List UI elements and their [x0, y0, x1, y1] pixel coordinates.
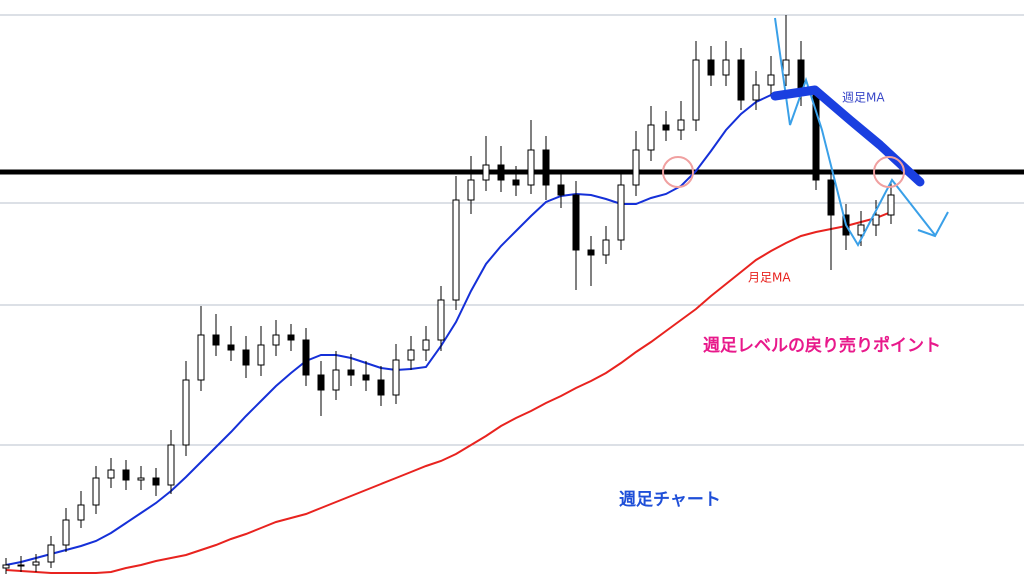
candle-body	[467, 179, 475, 201]
candle-body	[137, 477, 145, 481]
candle-body	[527, 149, 535, 186]
candle-body	[107, 469, 115, 479]
candle-body	[317, 374, 325, 391]
candle-body	[767, 74, 775, 86]
candle-body	[782, 59, 790, 76]
candle-body	[227, 344, 235, 351]
candle-body	[212, 334, 220, 346]
candle-body	[77, 504, 85, 521]
candle-body	[512, 179, 520, 186]
candle-body	[587, 249, 595, 256]
candle-body	[182, 379, 190, 446]
ma-label: 月足MA	[748, 271, 791, 285]
candle-body	[272, 334, 280, 346]
candle-body	[2, 564, 10, 569]
candle-body	[452, 199, 460, 301]
trend-zigzag	[774, 17, 936, 248]
candle-body	[647, 124, 655, 151]
candle-body	[827, 179, 835, 216]
candle-body	[362, 374, 370, 381]
candle-body	[377, 379, 385, 396]
candle-body	[167, 444, 175, 486]
candle-body	[707, 59, 715, 76]
candle-body	[722, 59, 730, 76]
candle-body	[302, 339, 310, 376]
candle-body	[572, 194, 580, 251]
ma-line	[5, 211, 892, 574]
candle-body	[872, 214, 880, 226]
candle-body	[857, 224, 865, 236]
sell-point-circle	[662, 156, 694, 188]
candle-body	[152, 477, 160, 486]
candle-body	[47, 544, 55, 563]
candle-body	[602, 239, 610, 256]
candle-body	[122, 469, 130, 481]
candle-body	[692, 59, 700, 121]
candle-body	[887, 194, 895, 216]
candle-body	[557, 184, 565, 196]
candle-body	[542, 149, 550, 186]
candle-body	[92, 477, 100, 506]
ma-label: 週足MA	[842, 91, 885, 105]
candle-body	[62, 519, 70, 546]
annotation: 週足レベルの戻り売りポイント	[703, 335, 941, 356]
candle-body	[242, 349, 250, 366]
candle-body	[197, 334, 205, 381]
candle-body	[632, 149, 640, 186]
sell-point-circle	[873, 156, 905, 188]
candle-body	[392, 359, 400, 396]
candle-body	[617, 184, 625, 241]
candle-body	[437, 299, 445, 341]
candle-body	[32, 561, 40, 566]
candle-body	[737, 59, 745, 101]
candle-body	[347, 369, 355, 376]
candle-body	[17, 564, 25, 567]
candle-body	[662, 124, 670, 131]
candle-body	[422, 339, 430, 351]
candle-body	[407, 349, 415, 361]
candle-body	[752, 84, 760, 101]
candle-body	[677, 119, 685, 131]
annotation: 週足チャート	[619, 490, 721, 510]
candle-body	[482, 164, 490, 181]
arrow-head	[917, 211, 949, 238]
candle-body	[287, 334, 295, 341]
candle-body	[497, 164, 505, 181]
annotation-shapes	[662, 17, 949, 248]
candle-body	[257, 344, 265, 366]
candle-body	[332, 369, 340, 391]
